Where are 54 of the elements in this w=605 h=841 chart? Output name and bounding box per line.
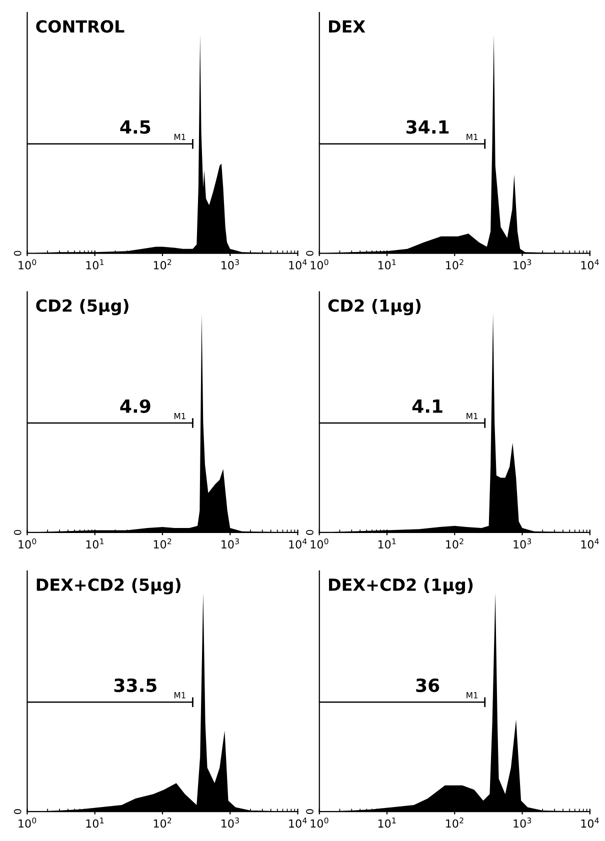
chart-title: DEX+CD2 (1μg) [329, 578, 473, 594]
x-tick-label: 10$^{4}$ [289, 818, 307, 828]
x-tick-label: 10$^{3}$ [222, 259, 239, 270]
annotation: 36 [416, 678, 440, 692]
annotation: 33.5 [114, 678, 156, 692]
annotation: 34.1 [406, 120, 449, 134]
chart-title: DEX [329, 20, 366, 32]
x-tick-label: 10$^{1}$ [378, 818, 396, 828]
series-label: M1 [174, 413, 186, 420]
x-tick-label: 10$^{4}$ [289, 538, 307, 549]
x-tick-label: 10$^{1}$ [86, 259, 104, 270]
x-tick-label: 10$^{1}$ [86, 538, 104, 549]
text: 0 [306, 250, 314, 256]
x-tick-label: 10$^{2}$ [154, 818, 172, 828]
x-tick-label: 10$^{3}$ [222, 818, 239, 828]
chart-title: CD2 (5μg) [36, 298, 128, 316]
x-tick-label: 10$^{2}$ [446, 818, 464, 828]
x-tick-label: 10$^{1}$ [378, 538, 396, 549]
series-label: M1 [466, 692, 478, 698]
x-tick-label: 10$^{1}$ [378, 259, 396, 270]
series-label: M1 [466, 134, 478, 140]
text: 0 [306, 809, 314, 814]
x-tick-label: 10$^{1}$ [86, 818, 104, 828]
series-label: M1 [174, 692, 186, 698]
series-label: M1 [466, 413, 478, 420]
text: 0 [14, 530, 22, 535]
x-tick-label: 10$^{3}$ [514, 818, 532, 828]
text: 0 [14, 809, 22, 814]
x-tick-label: 10$^{0}$ [310, 538, 328, 549]
text: 0 [306, 530, 314, 535]
x-tick-label: 10$^{4}$ [289, 259, 307, 270]
x-tick-label: 10$^{3}$ [514, 538, 532, 549]
x-tick-label: 10$^{2}$ [154, 538, 172, 549]
x-tick-label: 10$^{2}$ [154, 259, 172, 270]
x-tick-label: 10$^{4}$ [581, 259, 599, 270]
x-tick-label: 10$^{0}$ [18, 538, 36, 549]
x-tick-label: 10$^{3}$ [222, 538, 239, 549]
x-tick-label: 10$^{0}$ [310, 259, 328, 270]
chart-title: DEX+CD2 (5μg) [36, 578, 180, 594]
x-tick-label: 10$^{2}$ [446, 259, 464, 270]
x-tick-label: 10$^{2}$ [446, 538, 464, 549]
x-tick-label: 10$^{0}$ [18, 259, 36, 270]
annotation: 4.9 [120, 399, 150, 413]
chart-title: CD2 (1μg) [328, 298, 421, 316]
x-tick-label: 10$^{4}$ [581, 818, 599, 828]
annotation: 4.5 [120, 120, 150, 134]
x-tick-label: 10$^{3}$ [514, 259, 532, 270]
series-label: M1 [174, 134, 186, 140]
annotation: 4.1 [412, 400, 442, 413]
x-tick-label: 10$^{0}$ [310, 818, 328, 828]
x-tick-label: 10$^{0}$ [18, 818, 36, 828]
text: 0 [14, 250, 22, 256]
x-tick-label: 10$^{4}$ [581, 538, 599, 549]
chart-title: CONTROL [36, 20, 124, 33]
